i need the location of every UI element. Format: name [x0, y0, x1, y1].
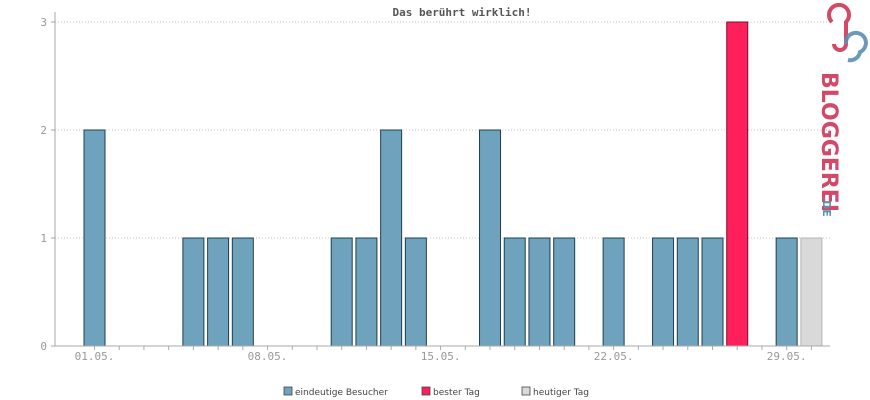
bar-day-27: [726, 21, 749, 347]
legend-swatch: [521, 386, 531, 396]
bar-day-20: [553, 237, 576, 347]
bar-day-19: [528, 237, 551, 347]
legend-swatch: [421, 386, 431, 396]
bar-day-17: [479, 129, 502, 347]
bars: [83, 21, 823, 347]
legend-item-best: bester Tag: [421, 386, 480, 398]
x-tick-label: 15.05.: [421, 350, 461, 363]
bar-day-25: [676, 237, 699, 347]
x-axis-ticks: 01.05. 08.05. 15.05. 22.05. 29.05.: [75, 346, 812, 363]
bar-day-11: [330, 237, 353, 347]
legend-item-today: heutiger Tag: [521, 386, 589, 398]
chart-title: Das berührt wirklich!: [392, 6, 531, 19]
bar-day-13: [380, 129, 403, 347]
legend: eindeutige Besucher bester Tag heutiger Ta…: [283, 386, 589, 398]
grid: [55, 21, 830, 239]
x-tick-label: 08.05.: [248, 350, 288, 363]
bloggerei-logo-icon: [827, 2, 868, 63]
bar-day-26: [701, 237, 724, 347]
brand-logo: BLOGGEREI .DE: [816, 2, 868, 217]
bar-day-14: [404, 237, 427, 347]
y-tick-label: 0: [40, 340, 47, 353]
bar-day-7: [231, 237, 254, 347]
bar-day-24: [652, 237, 675, 347]
brand-suffix: .DE: [820, 196, 833, 217]
y-tick-label: 1: [40, 232, 47, 245]
x-tick-label: 01.05.: [75, 350, 115, 363]
bar-day-12: [355, 237, 378, 347]
x-tick-label: 22.05.: [594, 350, 634, 363]
brand-name: BLOGGEREI: [816, 72, 841, 212]
bar-day-5: [182, 237, 205, 347]
bar-day-30: [800, 237, 823, 347]
y-tick-label: 3: [40, 16, 47, 29]
y-axis-ticks: 0 1 2 3: [40, 16, 55, 353]
bar-day-22: [602, 237, 625, 347]
bar-day-1: [83, 129, 106, 347]
legend-swatch: [283, 386, 293, 396]
legend-label: bester Tag: [433, 388, 480, 398]
legend-item-unique: eindeutige Besucher: [283, 386, 388, 398]
bar-day-6: [207, 237, 230, 347]
axes: [54, 12, 830, 347]
legend-label: heutiger Tag: [533, 388, 589, 398]
y-tick-label: 2: [40, 124, 47, 137]
bar-day-29: [775, 237, 798, 347]
legend-label: eindeutige Besucher: [295, 388, 388, 398]
bar-day-18: [503, 237, 526, 347]
x-tick-label: 29.05.: [767, 350, 807, 363]
